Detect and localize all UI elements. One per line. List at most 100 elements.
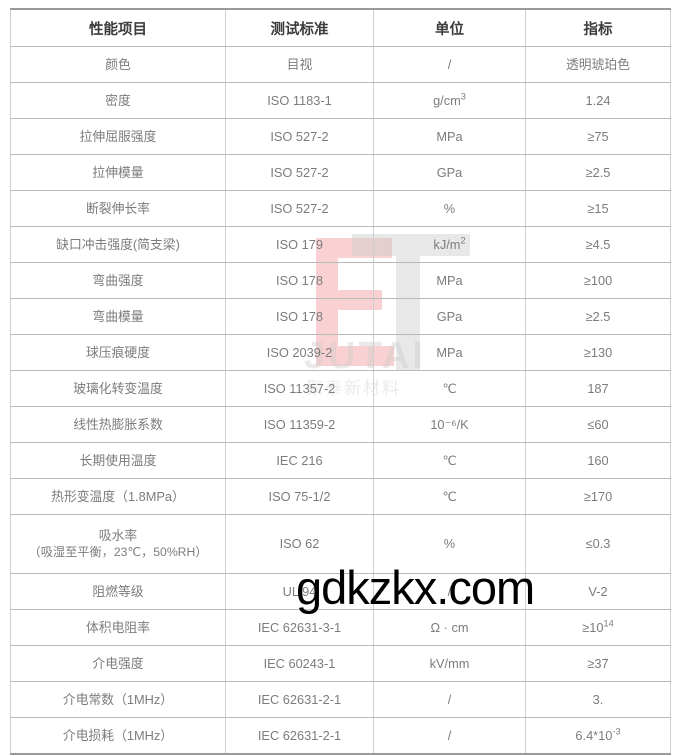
indicator-value: V-2	[588, 583, 608, 599]
table-row: 热形变温度（1.8MPa） ISO 75-1/2 ℃ ≥170	[10, 478, 671, 515]
cell-test-standard: IEC 62631-2-1	[225, 681, 374, 718]
cell-indicator: ≥75	[525, 118, 671, 155]
cell-indicator: ≥37	[525, 645, 671, 682]
cell-test-standard: ISO 11357-2	[225, 370, 374, 407]
cell-test-standard: ISO 2039-2	[225, 334, 374, 371]
cell-test-standard: ISO 527-2	[225, 154, 374, 191]
cell-property: 体积电阻率	[10, 609, 226, 646]
unit-value: MPa	[436, 344, 463, 360]
cell-test-standard: IEC 60243-1	[225, 645, 374, 682]
cell-indicator: 6.4*10-3	[525, 717, 671, 755]
column-header-standard: 测试标准	[225, 8, 374, 47]
unit-value: MPa	[436, 128, 463, 144]
table-row: 缺口冲击强度(简支梁) ISO 179 kJ/m2 ≥4.5	[10, 226, 671, 263]
table-row: 介电常数（1MHz） IEC 62631-2-1 / 3.	[10, 681, 671, 718]
indicator-value: ≥2.5	[585, 164, 611, 180]
cell-indicator: 1.24	[525, 82, 671, 119]
cell-property: 缺口冲击强度(简支梁)	[10, 226, 226, 263]
column-header-unit: 单位	[373, 8, 526, 47]
unit-value: %	[443, 536, 456, 552]
cell-indicator: ≤0.3	[525, 514, 671, 574]
cell-property: 球压痕硬度	[10, 334, 226, 371]
cell-indicator: ≥130	[525, 334, 671, 371]
indicator-value: ≥130	[583, 344, 613, 360]
indicator-value: ≥100	[583, 272, 613, 288]
property-name: 介电损耗（1MHz）	[62, 727, 174, 743]
indicator-value: ≤0.3	[585, 536, 611, 552]
cell-unit: g/cm3	[373, 82, 526, 119]
indicator-value: 6.4*10	[575, 727, 613, 743]
unit-value: %	[443, 200, 456, 216]
spec-table-container: 性能项目 测试标准 单位 指标 颜色 目视 / 透明琥珀色密度 ISO 1183-1 g/…	[10, 8, 671, 755]
cell-property: 密度	[10, 82, 226, 119]
indicator-value: ≤60	[587, 416, 609, 432]
unit-value: /	[447, 56, 452, 72]
table-row: 阻燃等级 UL 94 / V-2	[10, 573, 671, 610]
property-name: 断裂伸长率	[86, 200, 150, 216]
unit-value: GPa	[436, 164, 463, 180]
indicator-value: 透明琥珀色	[566, 56, 630, 72]
cell-test-standard: IEC 216	[225, 442, 374, 479]
table-row: 长期使用温度 IEC 216 ℃ 160	[10, 442, 671, 479]
property-name: 介电强度	[92, 655, 144, 671]
column-header-property: 性能项目	[10, 8, 226, 47]
unit-exponent: 3	[460, 91, 466, 102]
cell-unit: ℃	[373, 370, 526, 407]
unit-value: MPa	[436, 272, 463, 288]
cell-property: 玻璃化转变温度	[10, 370, 226, 407]
column-header-indicator: 指标	[525, 8, 671, 47]
property-name: 体积电阻率	[86, 619, 150, 635]
property-name: 拉伸模量	[92, 164, 144, 180]
material-spec-table: 性能项目 测试标准 单位 指标 颜色 目视 / 透明琥珀色密度 ISO 1183-1 g/…	[10, 8, 671, 755]
cell-property: 颜色	[10, 46, 226, 83]
cell-test-standard: ISO 62	[225, 514, 374, 574]
cell-unit: MPa	[373, 262, 526, 299]
indicator-value: ≥4.5	[585, 236, 611, 252]
cell-property: 弯曲模量	[10, 298, 226, 335]
cell-indicator: ≥100	[525, 262, 671, 299]
cell-unit: ℃	[373, 442, 526, 479]
table-row: 线性热膨胀系数 ISO 11359-2 10⁻⁶/K ≤60	[10, 406, 671, 443]
unit-value: kJ/m	[433, 236, 461, 252]
property-name: 长期使用温度	[79, 452, 157, 468]
indicator-value: 1.24	[585, 92, 611, 108]
cell-indicator: ≥4.5	[525, 226, 671, 263]
cell-test-standard: IEC 62631-3-1	[225, 609, 374, 646]
cell-unit: Ω · cm	[373, 609, 526, 646]
cell-test-standard: ISO 1183-1	[225, 82, 374, 119]
cell-unit: MPa	[373, 118, 526, 155]
cell-test-standard: ISO 11359-2	[225, 406, 374, 443]
cell-test-standard: 目视	[225, 46, 374, 83]
cell-test-standard: IEC 62631-2-1	[225, 717, 374, 755]
property-name: 颜色	[105, 56, 131, 72]
cell-property: 长期使用温度	[10, 442, 226, 479]
cell-property: 拉伸屈服强度	[10, 118, 226, 155]
cell-unit: /	[373, 46, 526, 83]
cell-indicator: ≥2.5	[525, 298, 671, 335]
cell-indicator: ≥170	[525, 478, 671, 515]
cell-property: 阻燃等级	[10, 573, 226, 610]
header-row: 性能项目 测试标准 单位 指标	[10, 8, 671, 47]
indicator-value: ≥37	[587, 655, 609, 671]
property-name: 阻燃等级	[92, 583, 144, 599]
property-name: 线性热膨胀系数	[73, 416, 163, 432]
indicator-value: ≥2.5	[585, 308, 611, 324]
indicator-exponent: 14	[603, 618, 614, 629]
cell-test-standard: UL 94	[225, 573, 374, 610]
cell-indicator: 187	[525, 370, 671, 407]
property-name: 缺口冲击强度(简支梁)	[56, 236, 180, 252]
cell-property: 拉伸模量	[10, 154, 226, 191]
table-row: 拉伸模量 ISO 527-2 GPa ≥2.5	[10, 154, 671, 191]
indicator-exponent: -3	[612, 726, 621, 737]
cell-unit: /	[373, 573, 526, 610]
table-row: 吸水率 （吸湿至平衡，23℃，50%RH） ISO 62% ≤0.3	[10, 514, 671, 574]
cell-property: 弯曲强度	[10, 262, 226, 299]
cell-property: 线性热膨胀系数	[10, 406, 226, 443]
property-name: 吸水率	[98, 528, 138, 544]
cell-indicator: ≥1014	[525, 609, 671, 646]
table-row: 颜色 目视 / 透明琥珀色	[10, 46, 671, 83]
table-body: 颜色 目视 / 透明琥珀色 密度 ISO 1183-1 g/cm3 1.24 拉伸屈服强度 ISO…	[10, 46, 671, 755]
indicator-value: 3.	[592, 691, 604, 707]
table-row: 介电强度 IEC 60243-1 kV/mm ≥37	[10, 645, 671, 682]
cell-test-standard: ISO 75-1/2	[225, 478, 374, 515]
